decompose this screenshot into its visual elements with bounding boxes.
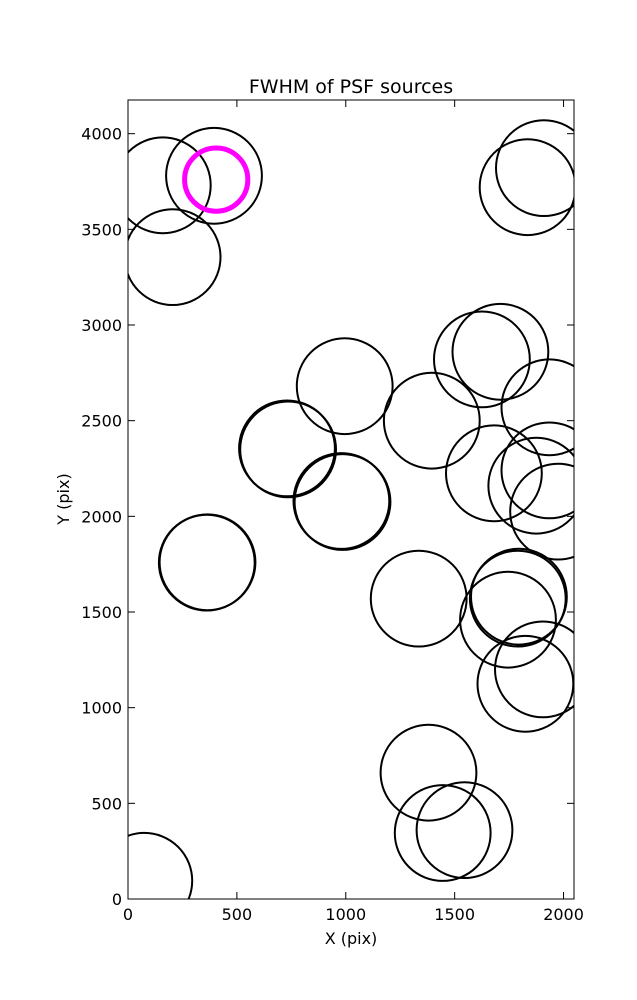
psf-source-circle xyxy=(500,421,574,520)
y-tick-label: 3000 xyxy=(81,316,122,335)
plot-frame xyxy=(127,99,575,900)
x-axis-label: X (pix) xyxy=(325,929,378,948)
y-tick-label: 1000 xyxy=(81,699,122,718)
y-tick-label: 500 xyxy=(91,794,122,813)
data-layer xyxy=(128,119,574,899)
psf-source-circle xyxy=(494,620,574,719)
psf-source-circle xyxy=(445,424,543,523)
plot-area xyxy=(128,100,574,899)
psf-source-circle xyxy=(369,549,468,648)
psf-source-circle xyxy=(128,208,222,306)
psf-source-circle xyxy=(500,358,574,457)
x-tick-label: 0 xyxy=(123,905,133,924)
x-tick-label: 2000 xyxy=(543,905,584,924)
psf-source-circle xyxy=(476,634,574,733)
ticks-layer: 0 500 1000 1500 2000 0 500 1000 1500 2000 2500 3000… xyxy=(81,100,584,924)
x-tick-label: 500 xyxy=(222,905,253,924)
psf-source-circle xyxy=(128,136,212,235)
y-tick-label: 3500 xyxy=(81,220,122,239)
chart-title: FWHM of PSF sources xyxy=(249,76,453,98)
psf-source-circle xyxy=(157,513,256,612)
psf-source-circle xyxy=(495,119,574,217)
psf-source-circle xyxy=(509,462,574,561)
y-tick-label: 4000 xyxy=(81,125,122,144)
x-tick-label: 1500 xyxy=(434,905,475,924)
psf-source-circle xyxy=(165,126,263,225)
y-axis-label: Y (pix) xyxy=(54,473,73,525)
psf-source-circle xyxy=(382,371,481,470)
psf-source-circle xyxy=(379,723,478,822)
psf-source-circle xyxy=(487,436,574,535)
psf-source-circle xyxy=(128,831,194,899)
y-tick-label: 2500 xyxy=(81,412,122,431)
y-tick-label: 2000 xyxy=(81,507,122,526)
x-tick-label: 1000 xyxy=(325,905,366,924)
psf-source-circle xyxy=(415,781,514,879)
psf-source-circle xyxy=(239,400,338,499)
y-tick-label: 0 xyxy=(112,890,122,909)
psf-source-circle xyxy=(451,302,550,401)
psf-source-circle xyxy=(478,138,574,237)
psf-source-circle xyxy=(459,570,557,669)
psf-source-circle xyxy=(470,547,568,646)
highlight-source-circle xyxy=(182,145,251,214)
psf-source-circle xyxy=(468,549,567,648)
psf-source-circle xyxy=(295,337,394,436)
psf-source-circle xyxy=(433,310,531,409)
psf-source-circle xyxy=(393,784,492,882)
y-tick-label: 1500 xyxy=(81,603,122,622)
psf-source-circle xyxy=(292,452,391,550)
